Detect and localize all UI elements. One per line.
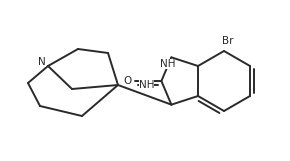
Text: NH: NH [160, 59, 175, 69]
Text: Br: Br [222, 36, 234, 46]
Text: O: O [123, 76, 131, 86]
Text: NH: NH [139, 80, 155, 90]
Text: N: N [38, 57, 46, 67]
